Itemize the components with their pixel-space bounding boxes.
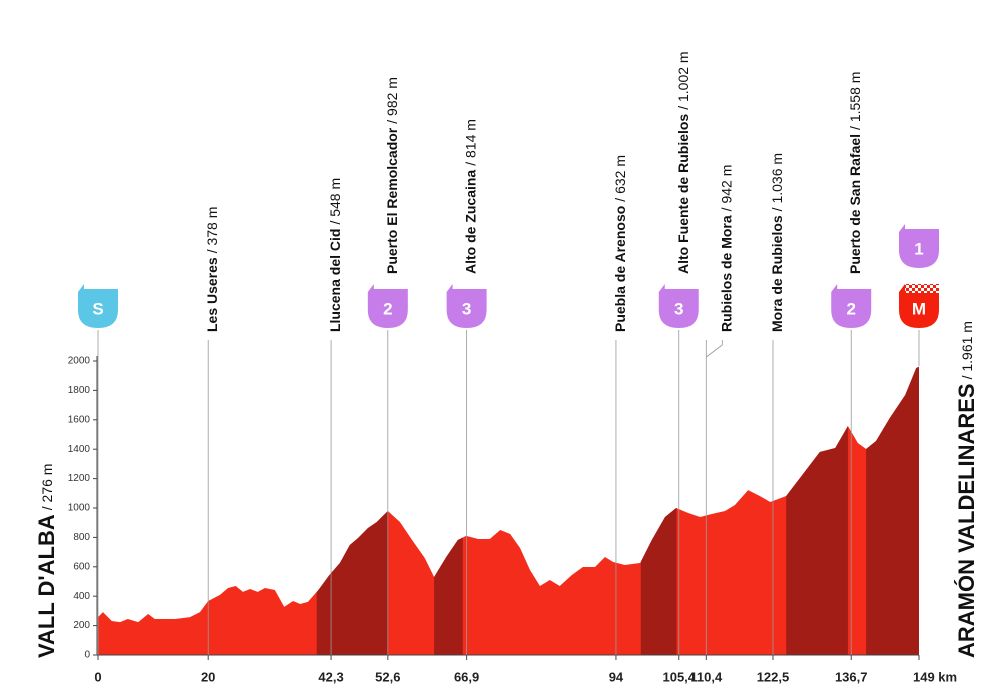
waypoint-label: Puerto de San Rafael / 1.558 m <box>847 72 863 274</box>
waypoint-name: Puebla de Arenoso <box>612 206 628 332</box>
waypoint-name: Les Useres <box>204 257 220 332</box>
x-tick-label: 94 <box>609 669 624 684</box>
badge-label: M <box>912 299 926 318</box>
badge-label: 3 <box>462 299 471 318</box>
waypoint-elevation: / 814 m <box>462 119 478 166</box>
waypoint-label: Llucena del Cid / 548 m <box>327 178 343 332</box>
waypoint-elevation: / 632 m <box>612 155 628 202</box>
badge-label: S <box>92 299 103 318</box>
climb-area <box>786 425 848 655</box>
waypoint-label: Puebla de Arenoso / 632 m <box>612 155 628 332</box>
y-tick-label: 1000 <box>68 503 91 514</box>
badge <box>899 284 939 328</box>
climb-area <box>866 366 919 655</box>
waypoint-name: Mora de Rubielos <box>769 215 785 332</box>
x-tick-label: 0 <box>94 669 101 684</box>
x-tick-label: 149 km <box>913 669 957 684</box>
badge <box>78 284 118 328</box>
waypoint-elevation: / 982 m <box>384 77 400 124</box>
waypoint-name: Alto de Zucaina <box>462 170 478 274</box>
waypoint-elevation: / 548 m <box>327 178 343 225</box>
leader-line <box>706 340 723 358</box>
badge <box>367 284 408 328</box>
waypoint-elevation: / 1.961 m <box>959 321 975 379</box>
y-tick-label: 400 <box>73 591 90 602</box>
y-tick-label: 1400 <box>68 444 91 455</box>
badge <box>446 284 487 328</box>
y-tick-label: 600 <box>73 561 90 572</box>
y-tick-label: 0 <box>84 650 90 661</box>
waypoint-name: VALL D'ALBA <box>34 514 59 658</box>
y-tick-label: 1200 <box>68 473 91 484</box>
x-tick-label: 105,4 <box>662 669 695 684</box>
badge-checker <box>905 284 939 293</box>
climb-area <box>434 537 463 655</box>
badge-label: 2 <box>383 299 392 318</box>
waypoint-elevation: / 942 m <box>718 165 734 212</box>
waypoint-name: Puerto de San Rafael <box>847 134 863 274</box>
waypoint-elevation: / 378 m <box>204 207 220 254</box>
climb-area <box>640 508 677 655</box>
finish-label: ARAMÓN VALDELINARES / 1.961 m <box>954 321 979 658</box>
waypoint-name: Puerto El Remolcador <box>384 127 400 274</box>
x-tick-label: 66,9 <box>454 669 479 684</box>
climb-area <box>316 510 388 655</box>
waypoint-label: Rubielos de Mora / 942 m <box>718 165 734 332</box>
x-tick-label: 110,4 <box>690 669 723 684</box>
x-tick-label: 42,3 <box>318 669 343 684</box>
y-tick-label: 1800 <box>68 385 91 396</box>
waypoint-label: Alto Fuente de Rubielos / 1.002 m <box>674 51 690 274</box>
waypoint-elevation: / 276 m <box>39 464 55 511</box>
waypoint-label: Les Useres / 378 m <box>204 207 220 332</box>
badge <box>831 284 872 328</box>
y-tick-label: 800 <box>73 532 90 543</box>
waypoint-elevation: / 1.002 m <box>674 51 690 109</box>
x-tick-label: 136,7 <box>835 669 868 684</box>
waypoint-name: Llucena del Cid <box>327 229 343 332</box>
y-tick-label: 200 <box>73 620 90 631</box>
badge-label: 3 <box>674 299 683 318</box>
x-tick-label: 52,6 <box>375 669 400 684</box>
waypoint-label: Alto de Zucaina / 814 m <box>462 119 478 274</box>
waypoint-name: Alto Fuente de Rubielos <box>674 114 690 274</box>
waypoint-label: Mora de Rubielos / 1.036 m <box>769 153 785 332</box>
badge <box>899 224 939 268</box>
badge-label: 1 <box>914 239 923 258</box>
y-tick-label: 1600 <box>68 414 91 425</box>
start-label: VALL D'ALBA / 276 m <box>34 464 59 658</box>
waypoint-elevation: / 1.036 m <box>769 153 785 211</box>
elevation-area <box>98 366 919 655</box>
waypoint-name: Rubielos de Mora <box>718 215 734 332</box>
waypoint-name: ARAMÓN VALDELINARES <box>954 383 979 658</box>
badge <box>658 284 699 328</box>
x-tick-label: 122,5 <box>757 669 790 684</box>
y-tick-label: 2000 <box>68 356 91 367</box>
waypoint-elevation: / 1.558 m <box>847 72 863 130</box>
x-tick-label: 20 <box>201 669 215 684</box>
waypoint-label: Puerto El Remolcador / 982 m <box>384 77 400 274</box>
badge-label: 2 <box>846 299 855 318</box>
